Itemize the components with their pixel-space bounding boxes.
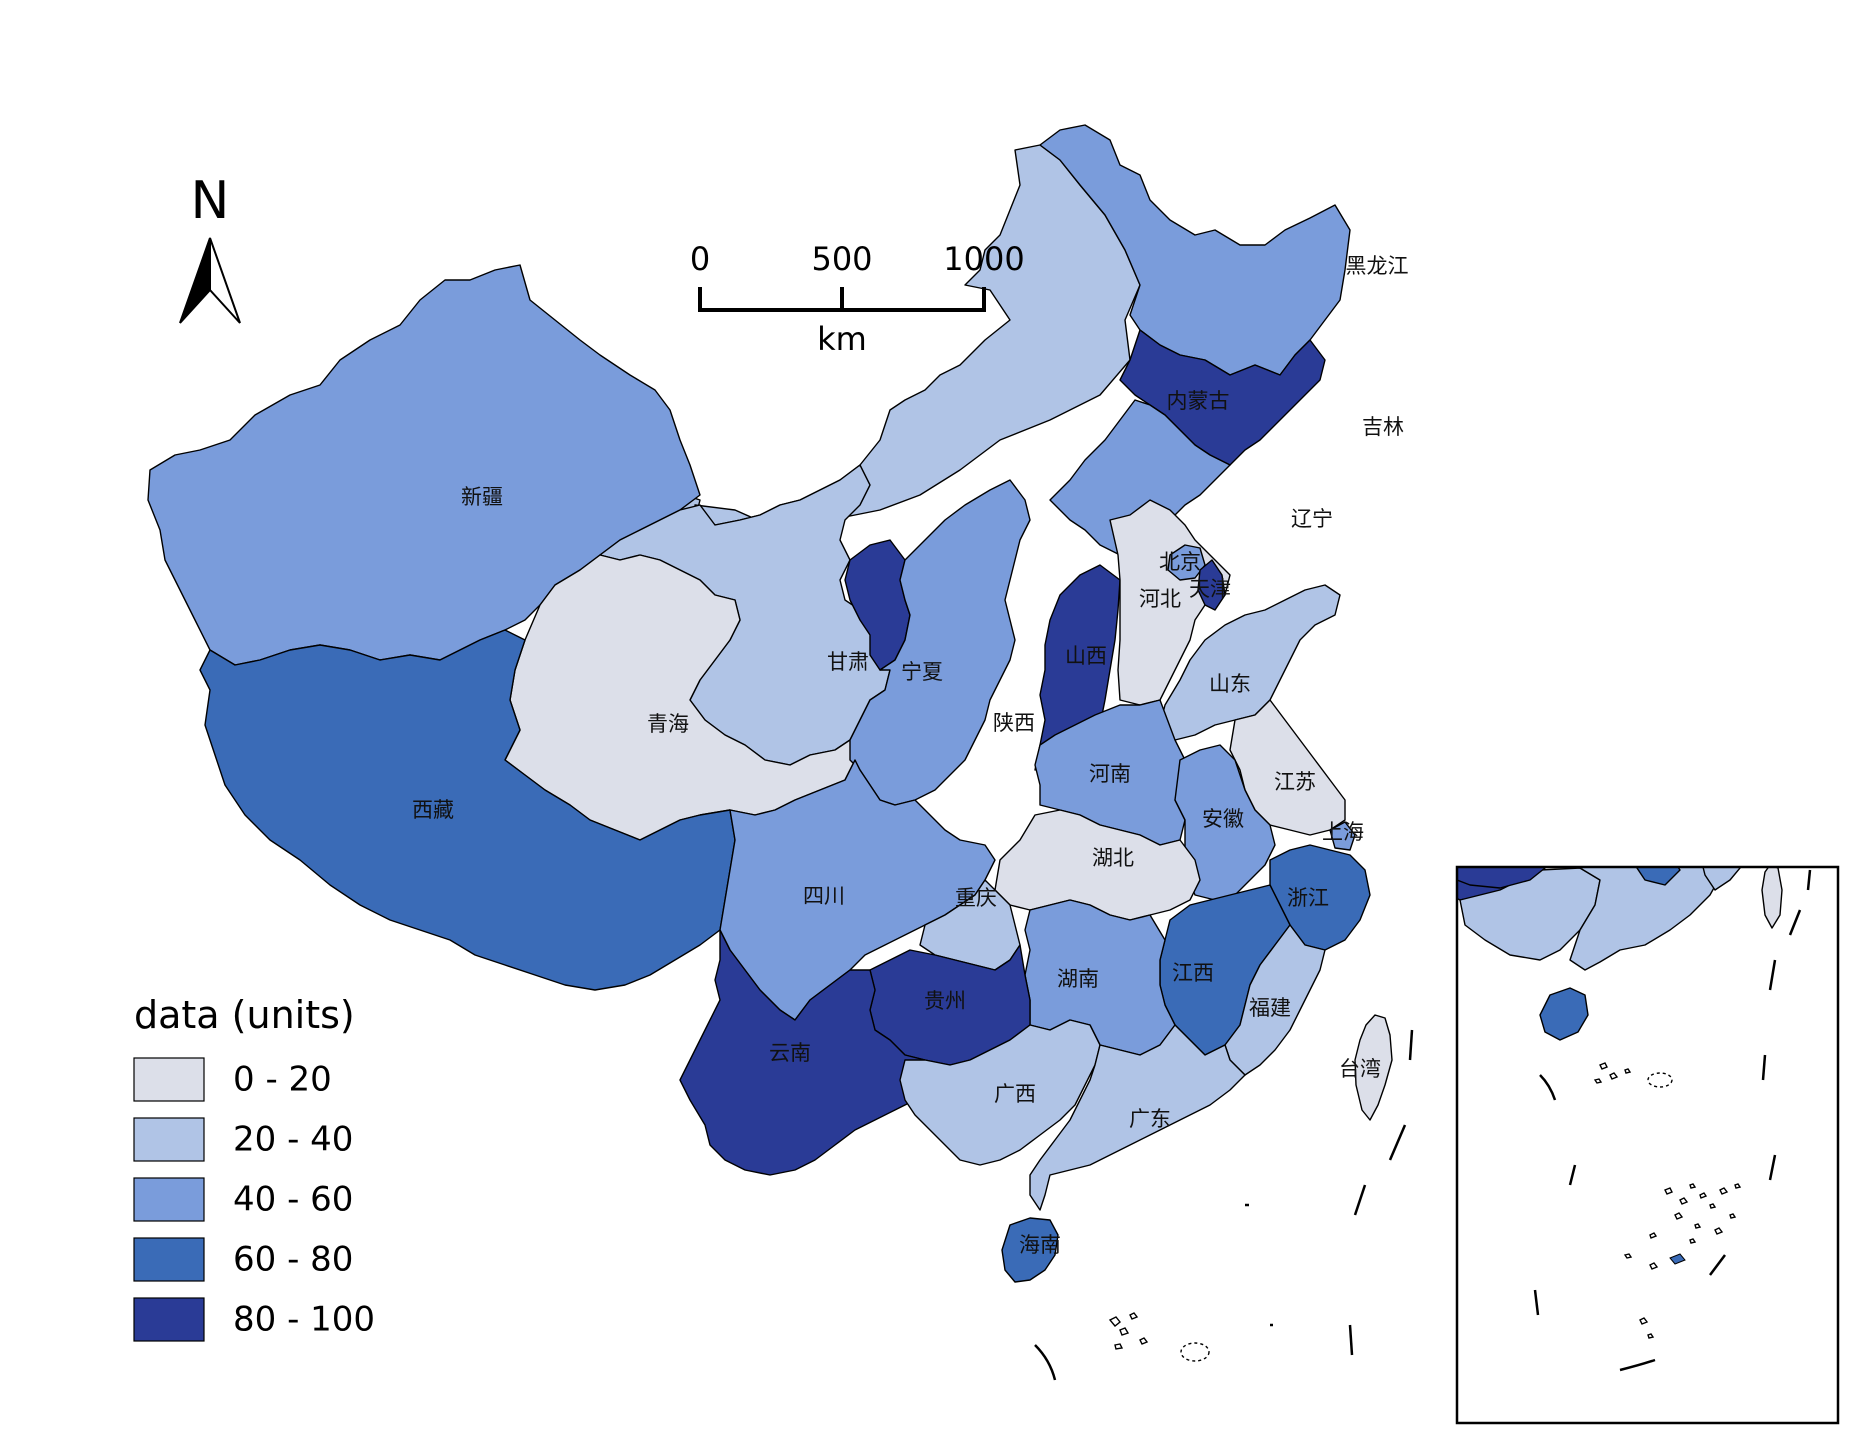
inset-province-hainan	[1539, 987, 1589, 1041]
scale-bar-line	[698, 287, 986, 312]
province-label-henan: 河南	[1089, 762, 1131, 786]
legend-label-2: 40 - 60	[233, 1180, 353, 1220]
province-label-yunnan: 云南	[769, 1041, 811, 1065]
province-tianjin[interactable]	[1197, 559, 1226, 611]
province-label-hainan: 海南	[1019, 1233, 1061, 1257]
scale-unit-label: km	[817, 320, 867, 358]
north-label: N	[191, 171, 230, 231]
inset-province-taiwan	[1761, 867, 1783, 929]
province-label-liaoning: 辽宁	[1291, 507, 1333, 531]
legend-title: data (units)	[134, 993, 355, 1037]
province-shandong[interactable]	[1159, 584, 1341, 741]
province-label-neimenggu: 内蒙古	[1167, 389, 1230, 413]
legend: data (units) 0 - 20 20 - 40 40 - 60 60 - 80…	[133, 993, 375, 1342]
province-label-zhejiang: 浙江	[1287, 886, 1329, 910]
legend-swatch-4	[133, 1297, 205, 1342]
province-label-shanxi: 山西	[1065, 644, 1107, 668]
inset-province-guizhou	[1457, 867, 1546, 889]
province-label-xizang: 西藏	[412, 798, 454, 822]
province-label-fujian: 福建	[1249, 996, 1291, 1020]
province-label-jiangsu: 江苏	[1274, 770, 1316, 794]
province-label-beijing: 北京	[1159, 550, 1201, 574]
legend-swatch-1	[133, 1117, 205, 1162]
legend-label-1: 20 - 40	[233, 1120, 353, 1160]
main-map-islands	[1034, 1029, 1414, 1381]
province-label-taiwan: 台湾	[1339, 1057, 1381, 1081]
inset-map	[1455, 865, 1840, 1425]
scale-tick-label-1000: 1000	[943, 240, 1024, 278]
province-label-heilongjiang: 黑龙江	[1346, 254, 1409, 278]
province-label-hebei: 河北	[1139, 587, 1181, 611]
provinces-layer	[147, 124, 1393, 1283]
province-label-jilin: 吉林	[1362, 415, 1404, 439]
inset-frame	[1455, 865, 1840, 1425]
north-arrow-left-icon	[179, 237, 211, 324]
province-hainan[interactable]	[1001, 1217, 1059, 1283]
province-label-qinghai: 青海	[647, 712, 689, 736]
province-heilongjiang[interactable]	[1039, 124, 1351, 376]
province-liaoning[interactable]	[1049, 399, 1231, 556]
legend-swatch-0	[133, 1057, 205, 1102]
province-label-guizhou: 贵州	[924, 989, 966, 1013]
province-shaanxi[interactable]	[849, 479, 1031, 806]
legend-swatch-3	[133, 1237, 205, 1282]
inset-province-guangdong	[1569, 867, 1726, 971]
legend-label-4: 80 - 100	[233, 1300, 375, 1340]
province-label-ningxia: 宁夏	[901, 660, 943, 684]
scale-bar: 0 500 1000 km	[690, 240, 1025, 358]
province-label-jiangxi: 江西	[1172, 961, 1214, 985]
province-guangxi[interactable]	[899, 1019, 1101, 1166]
legend-label-0: 0 - 20	[233, 1060, 332, 1100]
province-label-anhui: 安徽	[1202, 807, 1244, 831]
province-yunnan[interactable]	[679, 929, 931, 1176]
province-anhui[interactable]	[1174, 744, 1276, 901]
north-arrow-right-icon	[209, 237, 241, 324]
province-label-gansu: 甘肃	[827, 650, 869, 674]
scale-tick-label-0: 0	[690, 240, 710, 278]
province-label-hubei: 湖北	[1092, 846, 1134, 870]
north-arrow: N	[179, 171, 241, 324]
province-label-shaanxi: 陕西	[993, 711, 1035, 735]
province-label-shanghai: 上海	[1322, 820, 1364, 844]
scale-tick-label-500: 500	[811, 240, 872, 278]
province-guangdong[interactable]	[1029, 1024, 1246, 1211]
inset-province-jiangxi	[1635, 867, 1681, 886]
legend-swatch-2	[133, 1177, 205, 1222]
province-shanghai[interactable]	[1329, 821, 1356, 851]
legend-items: 0 - 20 20 - 40 40 - 60 60 - 80 80 - 100	[133, 1057, 375, 1342]
province-label-guangxi: 广西	[994, 1082, 1036, 1106]
province-label-hunan: 湖南	[1057, 967, 1099, 991]
province-label-tianjin: 天津	[1189, 577, 1231, 601]
province-label-xinjiang: 新疆	[461, 485, 503, 509]
province-taiwan[interactable]	[1354, 1014, 1393, 1121]
province-label-sichuan: 四川	[803, 884, 845, 908]
legend-label-3: 60 - 80	[233, 1240, 353, 1280]
province-label-guangdong: 广东	[1129, 1107, 1171, 1131]
province-label-shandong: 山东	[1209, 672, 1251, 696]
province-label-chongqing: 重庆	[955, 886, 997, 910]
inset-province-fujian	[1702, 867, 1742, 891]
